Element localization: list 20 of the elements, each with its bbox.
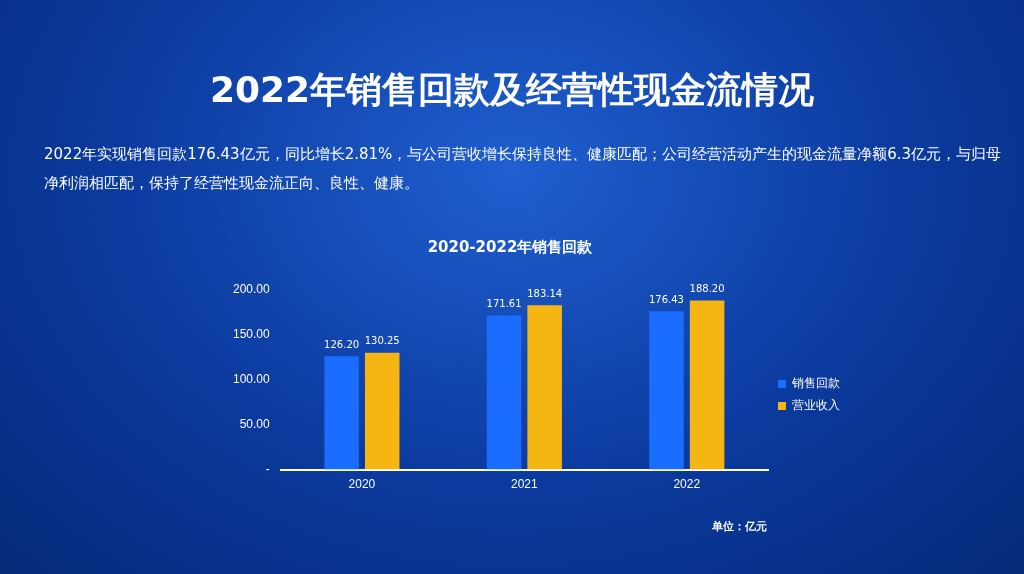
legend-label: 营业收入 <box>792 398 840 413</box>
data-label: 188.20 <box>689 283 725 295</box>
y-tick-label: 100.00 <box>233 372 271 387</box>
data-label: 176.43 <box>648 293 684 305</box>
text: 单位：亿元 <box>712 519 767 534</box>
chart-title: 2022年销售回款及经营性现金流情况 <box>208 68 816 112</box>
chart-subtitle: 2020-2022年销售回款 <box>426 238 594 257</box>
x-tick-label: 2020 <box>348 477 376 492</box>
legend-label: 销售回款 <box>791 376 840 391</box>
data-label: 126.20 <box>324 338 360 350</box>
y-tick-label: 50.00 <box>239 417 271 432</box>
x-tick-label: 2021 <box>511 477 539 492</box>
text: 2022年实现销售回款176.43亿元，同比增长2.81%，与公司营收增长保持良性、健康匹配；公司经营活动产生的现金流量净额6.3亿元，与归母净利润相匹配，保持了经营性现金流正向、良性、健康。 <box>44 144 1003 194</box>
y-tick-label: 200.00 <box>233 282 271 297</box>
y-tick-label: 150.00 <box>233 327 271 342</box>
x-tick-label: 2022 <box>673 477 701 492</box>
data-label: 171.61 <box>486 298 522 310</box>
y-tick-label: - <box>265 461 270 476</box>
data-label: 183.14 <box>527 287 563 299</box>
data-label: 130.25 <box>364 335 400 347</box>
